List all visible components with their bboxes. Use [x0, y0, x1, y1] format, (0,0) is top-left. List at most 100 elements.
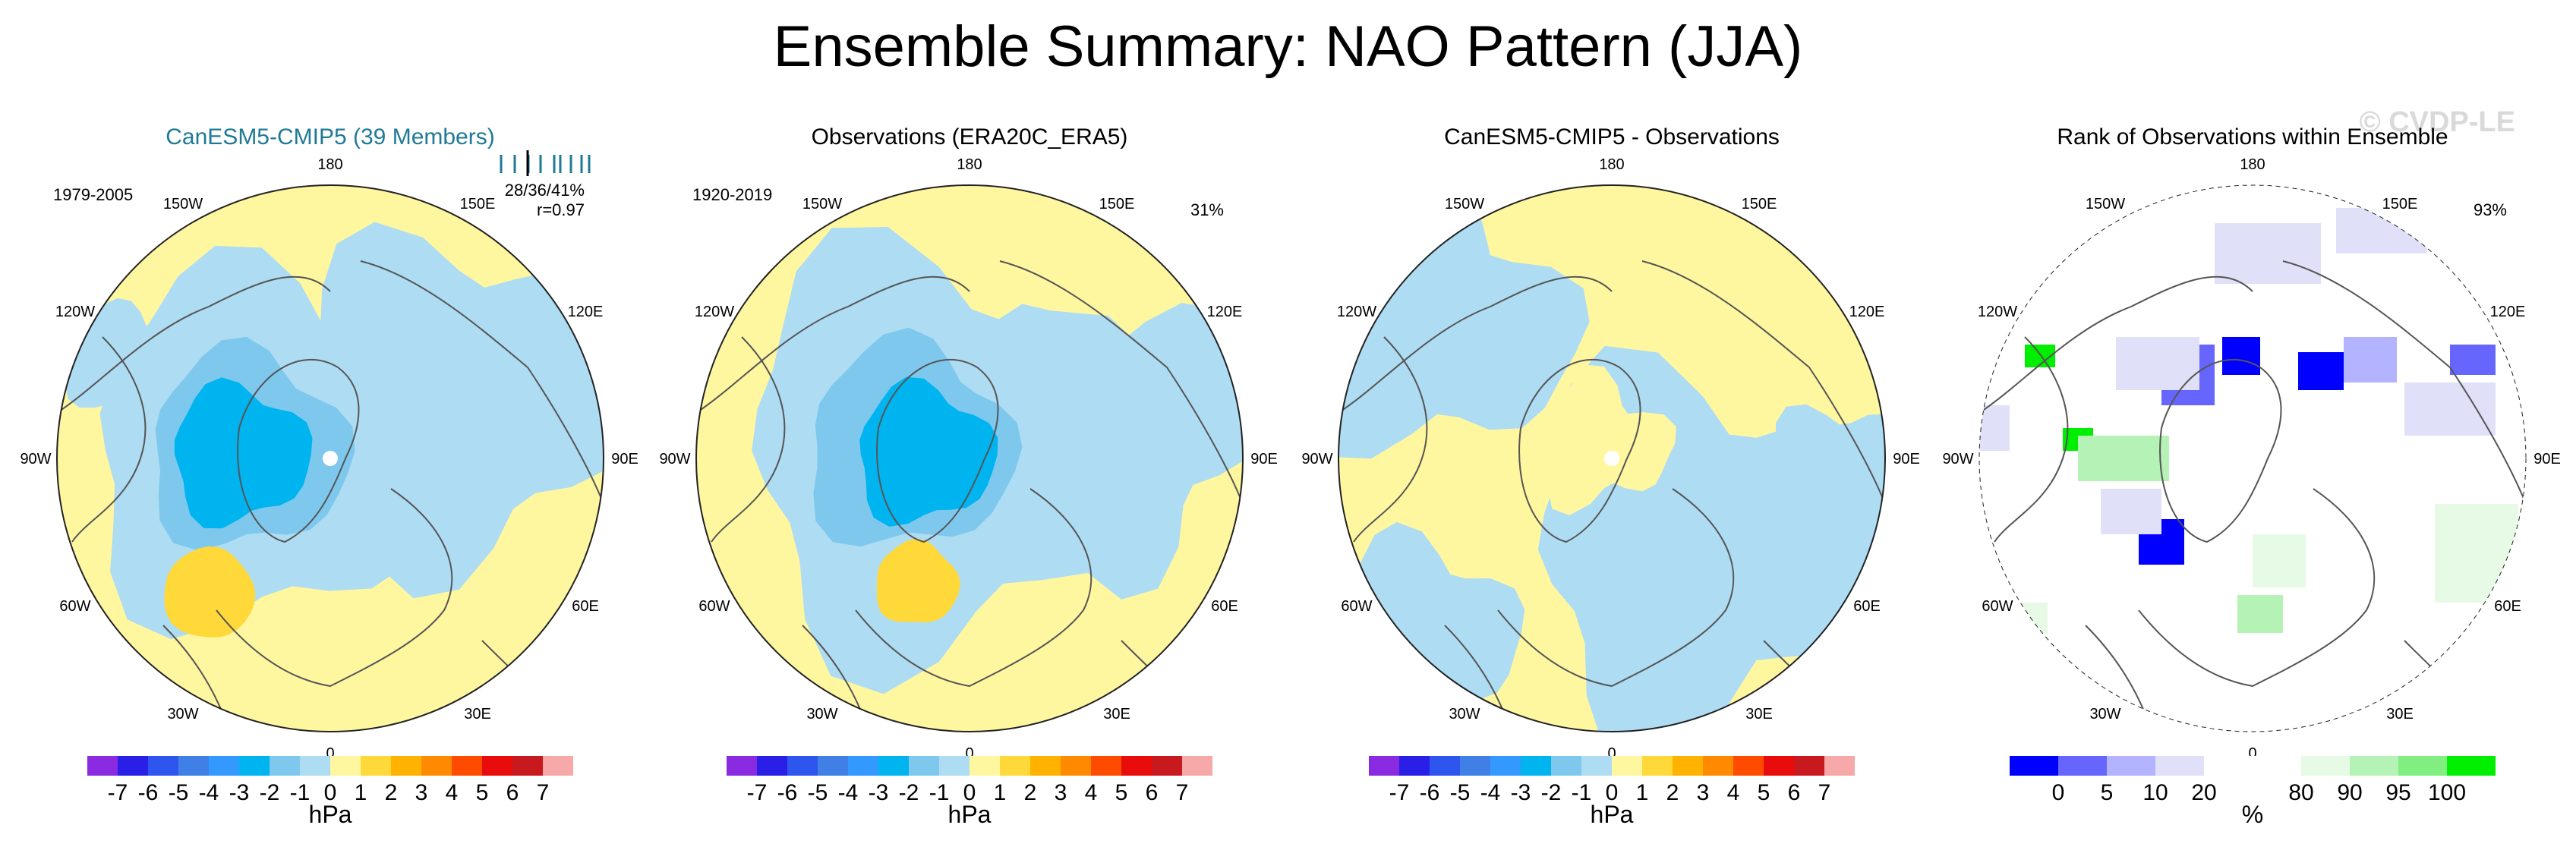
contour-region — [65, 298, 177, 408]
colorbar-tick: 1 — [355, 780, 367, 805]
rank-cell — [2404, 383, 2496, 436]
period-label: 1920-2019 — [692, 185, 772, 204]
map-4 — [1979, 185, 2526, 732]
longitude-label: 180 — [317, 156, 342, 173]
colorbar-swatch — [1551, 756, 1581, 776]
colorbar-3: -7 -6 -5 -4 -3 -2 -1 0 1 2 3 4 5 6 7 hPa — [1369, 756, 1855, 828]
map-frame — [1979, 184, 2527, 732]
map-frame — [695, 184, 1244, 732]
colorbar-tick: 2 — [385, 780, 398, 805]
longitude-label: 90W — [659, 451, 690, 468]
map-frame — [56, 184, 604, 732]
longitude-label: 150E — [1099, 196, 1135, 213]
colorbar-swatch — [452, 756, 482, 776]
longitude-label: 0 — [965, 745, 973, 762]
longitude-label: 120E — [1207, 304, 1243, 320]
panel-title: Observations (ERA20C_ERA5) — [812, 124, 1128, 150]
coastline — [1518, 359, 1641, 543]
colorbar-tick: -4 — [1480, 780, 1501, 805]
contour-region — [1548, 364, 1676, 515]
colorbar-swatch — [848, 756, 878, 776]
colorbar-swatch — [939, 756, 970, 776]
longitude-label: 60W — [1341, 598, 1372, 615]
map-3 — [1338, 185, 1885, 732]
colorbar-swatch — [2253, 756, 2301, 776]
contour-region — [987, 303, 1243, 600]
explained-variance: 93% — [2474, 200, 2507, 219]
colorbar-tick: 0 — [2052, 780, 2065, 805]
longitude-label: 120E — [2490, 304, 2526, 320]
coastline — [711, 336, 786, 543]
colorbar-swatch — [1061, 756, 1091, 776]
longitude-label: 0 — [1607, 745, 1616, 762]
colorbar-swatch — [2058, 756, 2107, 776]
longitude-label: 30W — [167, 706, 198, 723]
colorbar-tick: -7 — [108, 780, 128, 805]
explained-variance: 31% — [1190, 200, 1224, 219]
longitude-label: 150E — [2382, 196, 2418, 213]
colorbar-swatch — [878, 756, 909, 776]
colorbar-swatch — [2204, 756, 2253, 776]
coastline — [999, 260, 1243, 505]
longitude-label: 90E — [1893, 451, 1920, 468]
coastline — [216, 488, 453, 688]
longitude-label: 30E — [1103, 706, 1130, 723]
coastline — [2138, 488, 2376, 688]
colorbar-tick: -6 — [777, 780, 798, 805]
longitude-label: 30W — [1449, 706, 1480, 723]
colorbar-unit: % — [2242, 801, 2263, 828]
colorbar-tick: -4 — [838, 780, 859, 805]
longitude-label: 60W — [1982, 598, 2013, 615]
colorbar-tick: 4 — [1727, 780, 1740, 805]
longitude-label: 150W — [163, 196, 203, 213]
colorbar-tick: 4 — [446, 780, 459, 805]
coastline — [2159, 359, 2282, 543]
pole-hole — [1604, 451, 1619, 466]
watermark: © CVDP-LE — [2359, 106, 2515, 138]
pattern-correlation: r=0.97 — [537, 200, 585, 219]
longitude-label: 120W — [55, 304, 95, 320]
coastline — [237, 359, 360, 543]
member-ticks — [500, 150, 591, 176]
colorbar-tick: 3 — [1055, 780, 1067, 805]
colorbar-swatch — [330, 756, 361, 776]
coastline — [71, 336, 147, 543]
colorbar-swatch — [1430, 756, 1460, 776]
longitude-label: 120W — [1978, 304, 2017, 320]
rank-cell — [2116, 337, 2199, 390]
longitude-label: 180 — [2240, 156, 2265, 173]
colorbar-tick: 0 — [324, 780, 337, 805]
contour-region — [859, 376, 998, 527]
colorbar-swatch — [1030, 756, 1061, 776]
rank-cell — [2298, 352, 2344, 390]
coastline — [855, 488, 1093, 688]
colorbar-unit: hPa — [309, 801, 352, 828]
colorbar-swatch — [270, 756, 300, 776]
contour-region — [876, 538, 960, 622]
coastline — [2085, 625, 2147, 717]
colorbar-tick: 5 — [1758, 780, 1770, 805]
colorbar-swatch — [482, 756, 512, 776]
colorbar-swatch — [727, 756, 757, 776]
colorbar-tick: 1 — [994, 780, 1007, 805]
coastlines — [1338, 260, 1885, 717]
coastline — [2282, 260, 2526, 505]
colorbar-swatch — [2107, 756, 2155, 776]
colorbar-swatch — [391, 756, 421, 776]
period-label: 1979-2005 — [53, 185, 133, 204]
colorbar-swatch — [1764, 756, 1794, 776]
longitude-label: 90W — [1301, 451, 1332, 468]
colorbar-swatch — [1733, 756, 1764, 776]
colorbar-1: -7 -6 -5 -4 -3 -2 -1 0 1 2 3 4 5 6 7 hPa — [87, 756, 573, 828]
colorbar-tick: -3 — [229, 780, 250, 805]
colorbar-tick: 2 — [1024, 780, 1037, 805]
colorbar-tick: 80 — [2288, 780, 2313, 805]
colorbar-tick: 2 — [1666, 780, 1679, 805]
colorbar-swatch — [1581, 756, 1612, 776]
colorbar-tick: -5 — [169, 780, 189, 805]
colorbar-2: -7 -6 -5 -4 -3 -2 -1 0 1 2 3 4 5 6 7 hPa — [727, 756, 1212, 828]
colorbar-tick: 20 — [2191, 780, 2216, 805]
colorbar-swatch — [757, 756, 787, 776]
colorbar-swatch — [300, 756, 330, 776]
